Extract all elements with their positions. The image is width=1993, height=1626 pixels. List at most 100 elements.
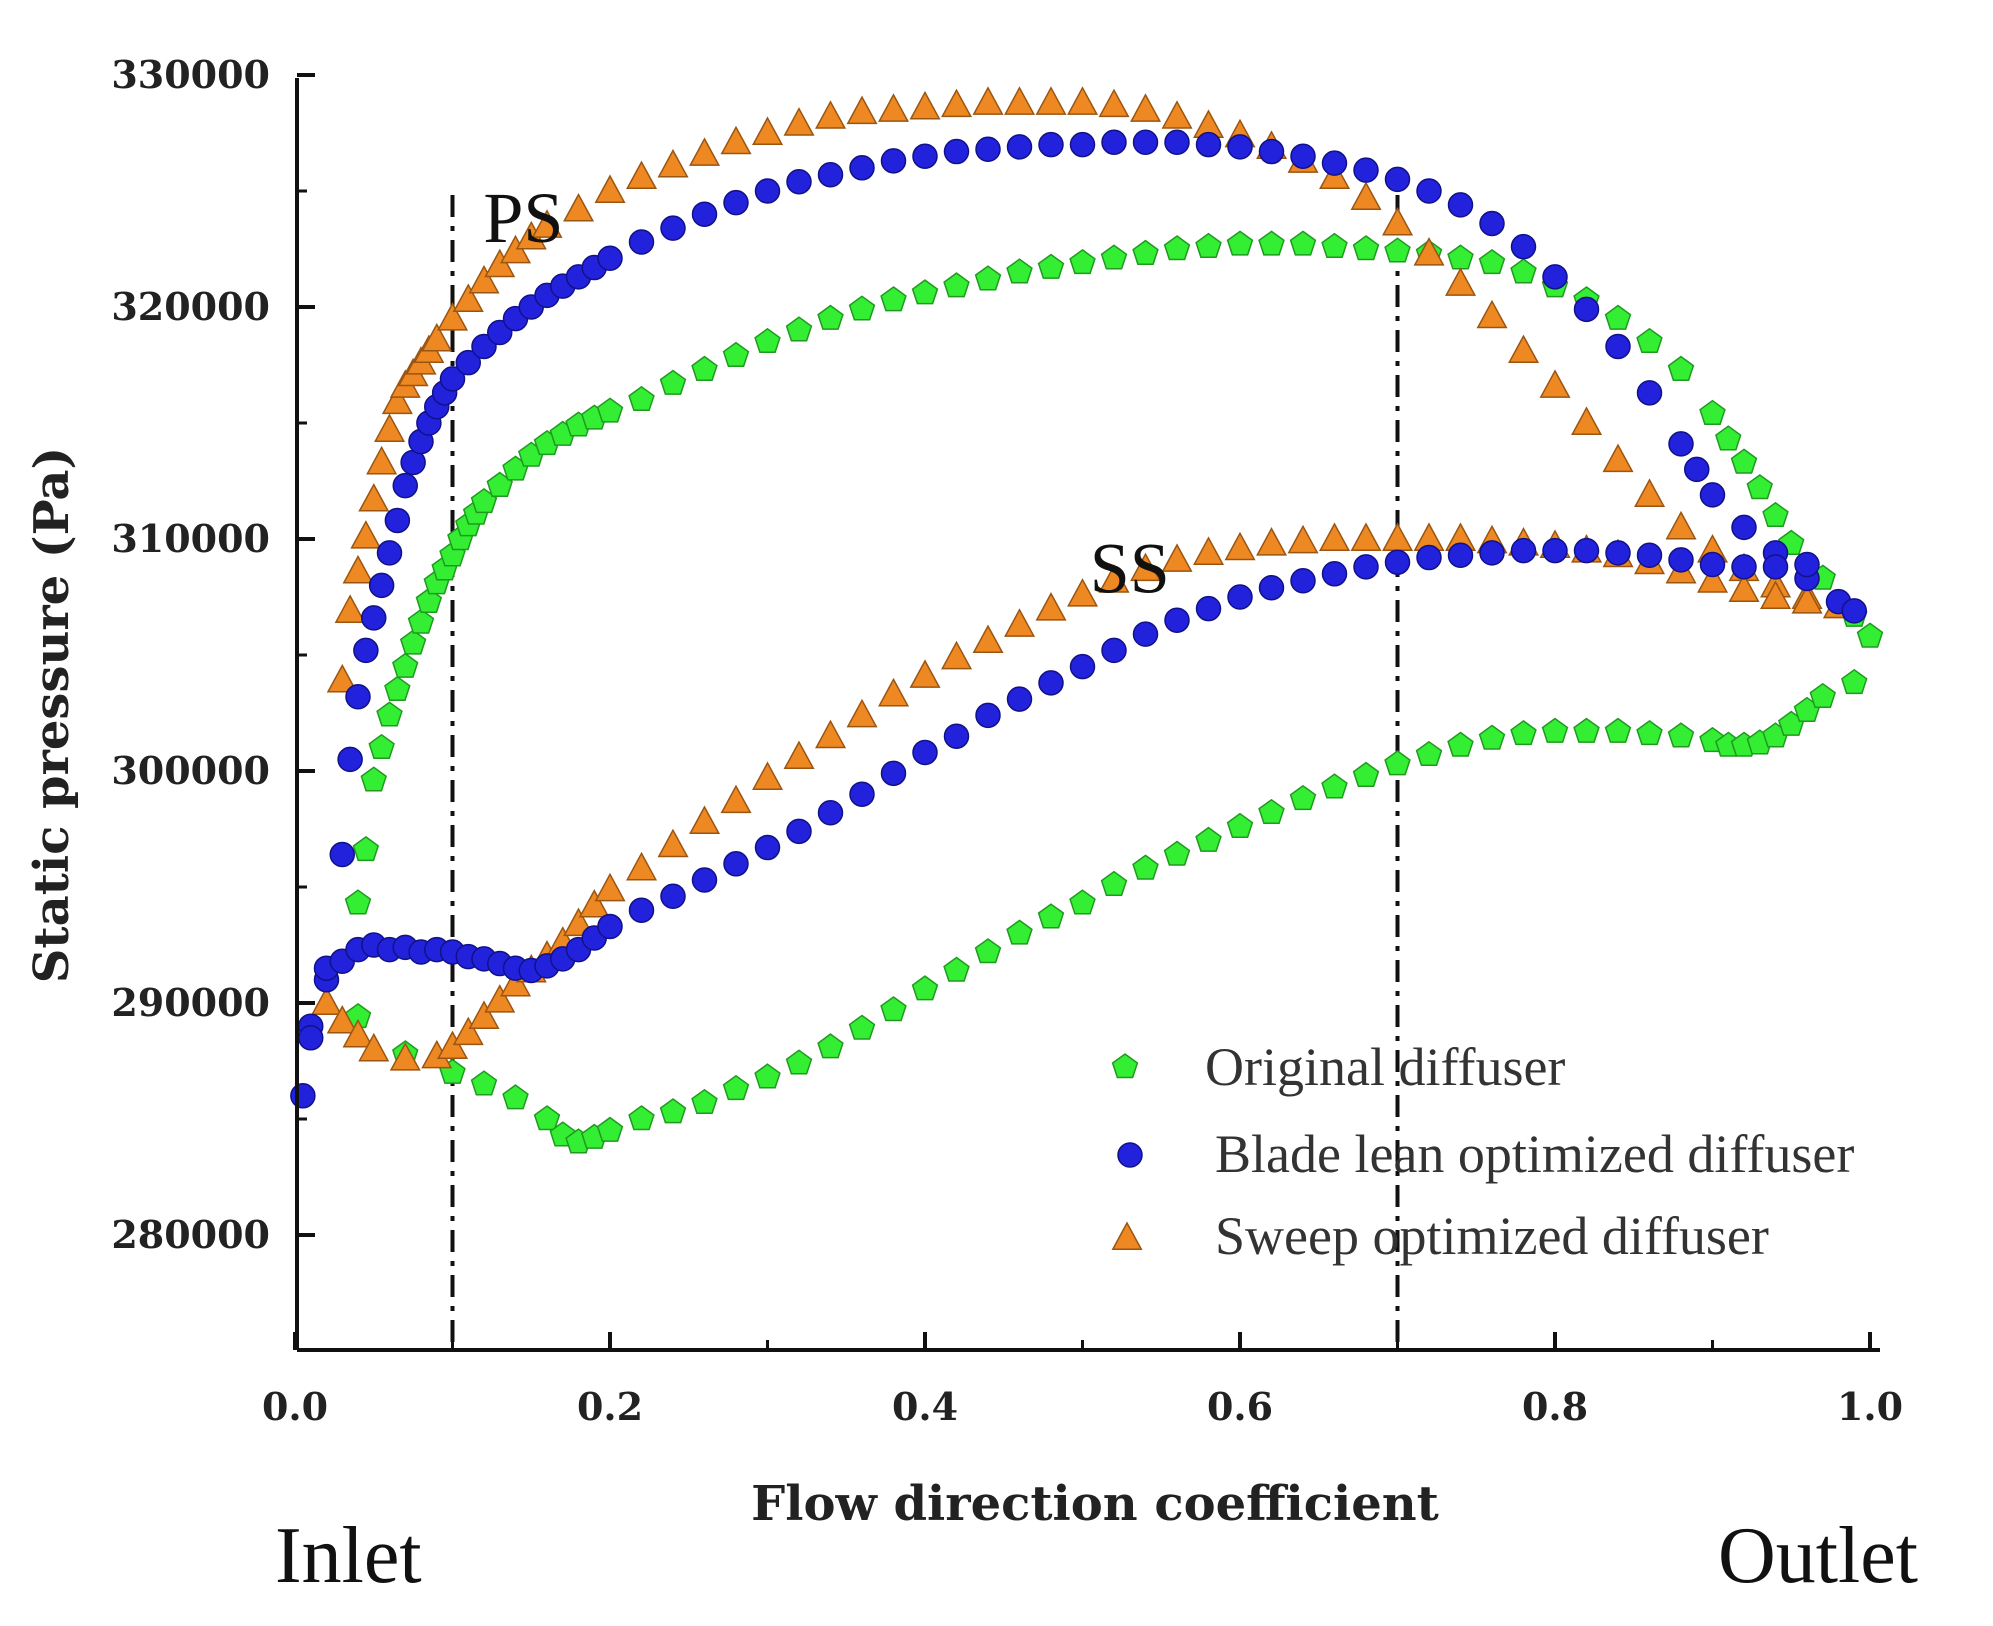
x-tick-label: 0.8 (1522, 1384, 1588, 1429)
data-point-ps (909, 90, 941, 120)
data-point-ps (1447, 192, 1474, 218)
legend-label-blade-lean: Blade lean optimized diffuser (1215, 1124, 1854, 1184)
data-point-ps (342, 554, 374, 584)
data-point-ss (1667, 722, 1695, 748)
data-point-ps (374, 413, 406, 442)
data-point-ps (500, 234, 532, 264)
data-point-ps (786, 168, 812, 195)
data-point-ps (1684, 456, 1710, 483)
data-point-ss (502, 1084, 529, 1110)
data-point-ps (597, 245, 623, 272)
data-point-ss (1004, 608, 1036, 637)
data-point-ss (689, 805, 721, 835)
data-point-ss (1193, 536, 1225, 565)
data-point-ps (1164, 129, 1190, 156)
data-point-ss (1319, 522, 1351, 552)
data-point-ss (1604, 717, 1632, 743)
y-tick-label: 310000 (111, 516, 270, 561)
x-tick-label: 0.4 (892, 1384, 958, 1429)
data-point-ps (1132, 129, 1159, 156)
data-point-ss (1227, 584, 1253, 610)
data-point-ps (657, 148, 689, 178)
data-point-ss (500, 967, 532, 997)
data-point-ps (358, 483, 390, 512)
data-point-ps (1130, 93, 1162, 122)
data-point-ps (1098, 88, 1130, 118)
data-point-ss (1573, 717, 1600, 743)
data-point-ss (1258, 574, 1285, 601)
data-point-ps (326, 663, 358, 693)
data-point-ss (1130, 552, 1162, 582)
data-point-ps (783, 107, 815, 136)
data-point-ps (1636, 380, 1663, 406)
data-point-ps (1571, 406, 1603, 436)
data-point-ps (1510, 258, 1537, 284)
data-point-ps (352, 835, 380, 862)
data-point-ps (1163, 235, 1191, 261)
data-point-ss (785, 1049, 813, 1075)
data-point-ss (1161, 543, 1193, 572)
data-point-ps (1290, 143, 1316, 169)
data-point-ps (972, 86, 1004, 115)
data-point-ps (1037, 253, 1065, 279)
data-point-ss (1289, 784, 1317, 811)
data-point-ss (1132, 621, 1159, 647)
data-point-ps (1382, 206, 1414, 236)
data-point-ps (1447, 244, 1474, 270)
data-point-ps (975, 136, 1001, 162)
data-point-ss (1098, 564, 1130, 593)
data-point-ss (298, 1025, 324, 1051)
data-point-ss (470, 1070, 498, 1096)
data-point-ss (752, 761, 784, 790)
x-axis-title: Flow direction coefficient (751, 1476, 1439, 1532)
data-point-ps (368, 733, 395, 760)
data-point-ss (1132, 854, 1159, 880)
data-point-ps (1321, 150, 1348, 176)
data-point-ps (1699, 482, 1726, 508)
data-point-ps (1352, 235, 1380, 261)
data-point-ps (659, 369, 687, 395)
data-point-ss (1416, 544, 1442, 571)
data-point-ps (941, 88, 973, 118)
legend-marker-original (1111, 1053, 1139, 1079)
data-point-ss (691, 1088, 718, 1115)
data-point-ps (1258, 138, 1285, 165)
data-point-ps (1542, 264, 1568, 290)
data-point-ps (437, 302, 469, 331)
data-point-ps (1508, 334, 1540, 364)
data-point-ss (912, 739, 938, 766)
data-point-ss (1794, 551, 1820, 578)
data-point-ss (1037, 903, 1065, 929)
data-point-ps (912, 143, 938, 169)
data-point-ss (452, 1016, 484, 1046)
data-point-ss (880, 760, 907, 787)
data-point-ps (689, 137, 721, 166)
data-point-ss (817, 1033, 844, 1059)
data-point-ps (345, 684, 371, 710)
data-point-ss (1290, 568, 1316, 594)
data-point-ps (421, 322, 453, 352)
data-point-ps (1038, 131, 1064, 158)
data-point-ps (392, 472, 418, 499)
data-point-ss (1287, 524, 1319, 554)
data-point-ss (1067, 578, 1099, 607)
data-point-ps (1604, 304, 1632, 330)
data-point-ps (1478, 248, 1506, 275)
data-point-ps (1479, 210, 1505, 237)
data-point-ss (1069, 653, 1096, 680)
data-point-ss (1479, 540, 1505, 566)
data-point-ss (975, 702, 1001, 729)
data-point-ss (1006, 686, 1033, 712)
data-point-ps (1539, 369, 1571, 398)
data-point-ss (659, 1098, 687, 1124)
data-point-ps (943, 138, 970, 165)
data-point-ss (628, 1105, 655, 1131)
data-point-ss (578, 889, 610, 918)
data-point-ss (1321, 561, 1348, 587)
data-point-ps (1510, 233, 1537, 260)
data-point-ss (1668, 547, 1694, 573)
data-point-ss (1321, 773, 1348, 799)
data-point-ps (1667, 355, 1695, 381)
data-point-ps (1665, 510, 1697, 540)
x-tick-label: 0.2 (577, 1384, 643, 1429)
